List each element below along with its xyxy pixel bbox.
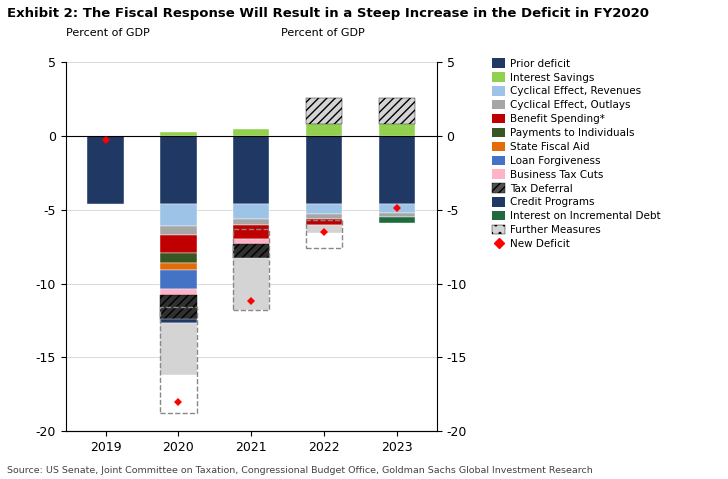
Bar	[160, 289, 197, 296]
Bar	[379, 98, 415, 124]
Bar	[233, 229, 269, 310]
Bar	[87, 136, 124, 204]
Bar	[233, 240, 269, 244]
Text: Source: US Senate, Joint Committee on Taxation, Congressional Budget Office, Gol: Source: US Senate, Joint Committee on Ta…	[7, 466, 593, 475]
Bar	[306, 136, 342, 204]
Bar	[233, 218, 269, 225]
Bar	[160, 136, 197, 204]
Text: Percent of GDP: Percent of GDP	[281, 28, 365, 38]
Bar	[306, 218, 342, 225]
Bar	[160, 204, 197, 226]
Bar	[160, 226, 197, 235]
Bar	[306, 124, 342, 136]
Bar	[233, 204, 269, 218]
Bar	[233, 225, 269, 240]
Bar	[306, 98, 342, 124]
Bar	[379, 136, 415, 204]
Bar	[233, 129, 269, 136]
Text: Percent of GDP: Percent of GDP	[66, 28, 149, 38]
Bar	[379, 213, 415, 217]
Bar	[160, 252, 197, 263]
Bar	[379, 124, 415, 136]
Bar	[306, 204, 342, 214]
Bar	[306, 214, 342, 218]
Bar	[160, 132, 197, 136]
Bar	[160, 307, 197, 413]
Bar	[160, 270, 197, 289]
Legend: Prior deficit, Interest Savings, Cyclical Effect, Revenues, Cyclical Effect, Out: Prior deficit, Interest Savings, Cyclica…	[490, 57, 662, 251]
Bar	[233, 259, 269, 310]
Bar	[160, 296, 197, 319]
Bar	[160, 319, 197, 323]
Bar	[306, 220, 342, 248]
Bar	[160, 235, 197, 252]
Bar	[233, 244, 269, 259]
Bar	[160, 323, 197, 375]
Bar	[379, 217, 415, 223]
Bar	[306, 225, 342, 233]
Bar	[160, 263, 197, 270]
Bar	[233, 136, 269, 204]
Bar	[379, 204, 415, 213]
Text: Exhibit 2: The Fiscal Response Will Result in a Steep Increase in the Deficit in: Exhibit 2: The Fiscal Response Will Resu…	[7, 7, 649, 20]
